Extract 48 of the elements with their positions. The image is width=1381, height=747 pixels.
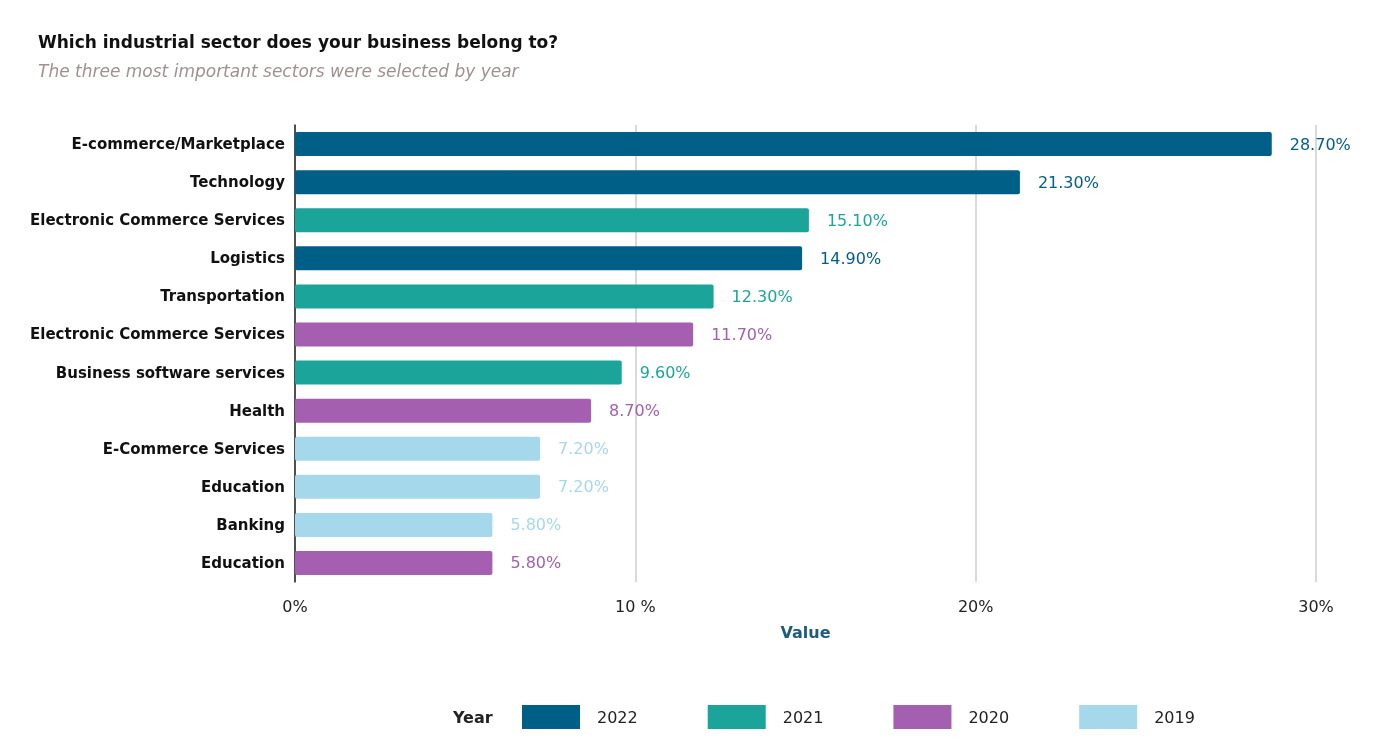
bar <box>295 132 1272 157</box>
bar <box>295 322 694 347</box>
bar <box>295 512 493 537</box>
y-tick-label: Technology <box>190 173 286 192</box>
data-label: 7.20% <box>558 477 609 497</box>
data-label: 12.30% <box>731 286 793 306</box>
legend-label: 2021 <box>782 707 824 727</box>
bar <box>295 170 1020 195</box>
data-label: 8.70% <box>609 401 660 421</box>
legend-label: 2019 <box>1154 707 1195 727</box>
bar <box>295 436 541 461</box>
data-label: 11.70% <box>711 324 773 344</box>
bar <box>295 474 541 499</box>
y-tick-label: Education <box>201 553 285 572</box>
y-tick-label: Business software services <box>55 363 286 382</box>
y-tick-label: Electronic Commerce Services <box>30 325 286 344</box>
y-tick-label: Electronic Commerce Services <box>30 211 286 230</box>
chart-title: Which industrial sector does your business belong to? <box>38 31 559 52</box>
y-tick-label: Health <box>229 401 285 420</box>
data-label: 9.60% <box>639 363 691 383</box>
data-label: 5.80% <box>510 515 562 535</box>
y-tick-label: Education <box>201 477 285 496</box>
y-tick-label: Banking <box>216 515 285 534</box>
x-axis-title: Value <box>780 622 831 642</box>
y-tick-label: E-commerce/Marketplace <box>71 135 285 154</box>
data-label: 15.10% <box>826 210 888 230</box>
y-tick-label: E-Commerce Services <box>102 439 286 458</box>
bar <box>295 208 809 233</box>
bar <box>295 246 803 271</box>
data-label: 14.90% <box>820 248 882 268</box>
bar <box>295 360 622 385</box>
legend-label: 2020 <box>968 707 1010 727</box>
x-tick-label: 10 % <box>615 596 656 616</box>
bar <box>295 398 592 423</box>
data-label: 7.20% <box>558 439 609 459</box>
data-label: 28.70% <box>1289 134 1351 154</box>
y-tick-label: Transportation <box>160 287 285 306</box>
data-label: 21.30% <box>1037 172 1099 192</box>
x-tick-label: 0% <box>282 596 308 616</box>
y-tick-label: Logistics <box>210 249 286 268</box>
data-label: 5.80% <box>510 553 562 573</box>
bar <box>295 284 714 309</box>
legend-title: Year <box>452 707 493 727</box>
legend-label: 2022 <box>597 707 638 727</box>
x-tick-label: 20% <box>957 596 994 616</box>
x-tick-label: 30% <box>1298 596 1334 616</box>
bar <box>295 550 493 575</box>
chart-subtitle: The three most important sectors were selected by year <box>38 60 520 81</box>
